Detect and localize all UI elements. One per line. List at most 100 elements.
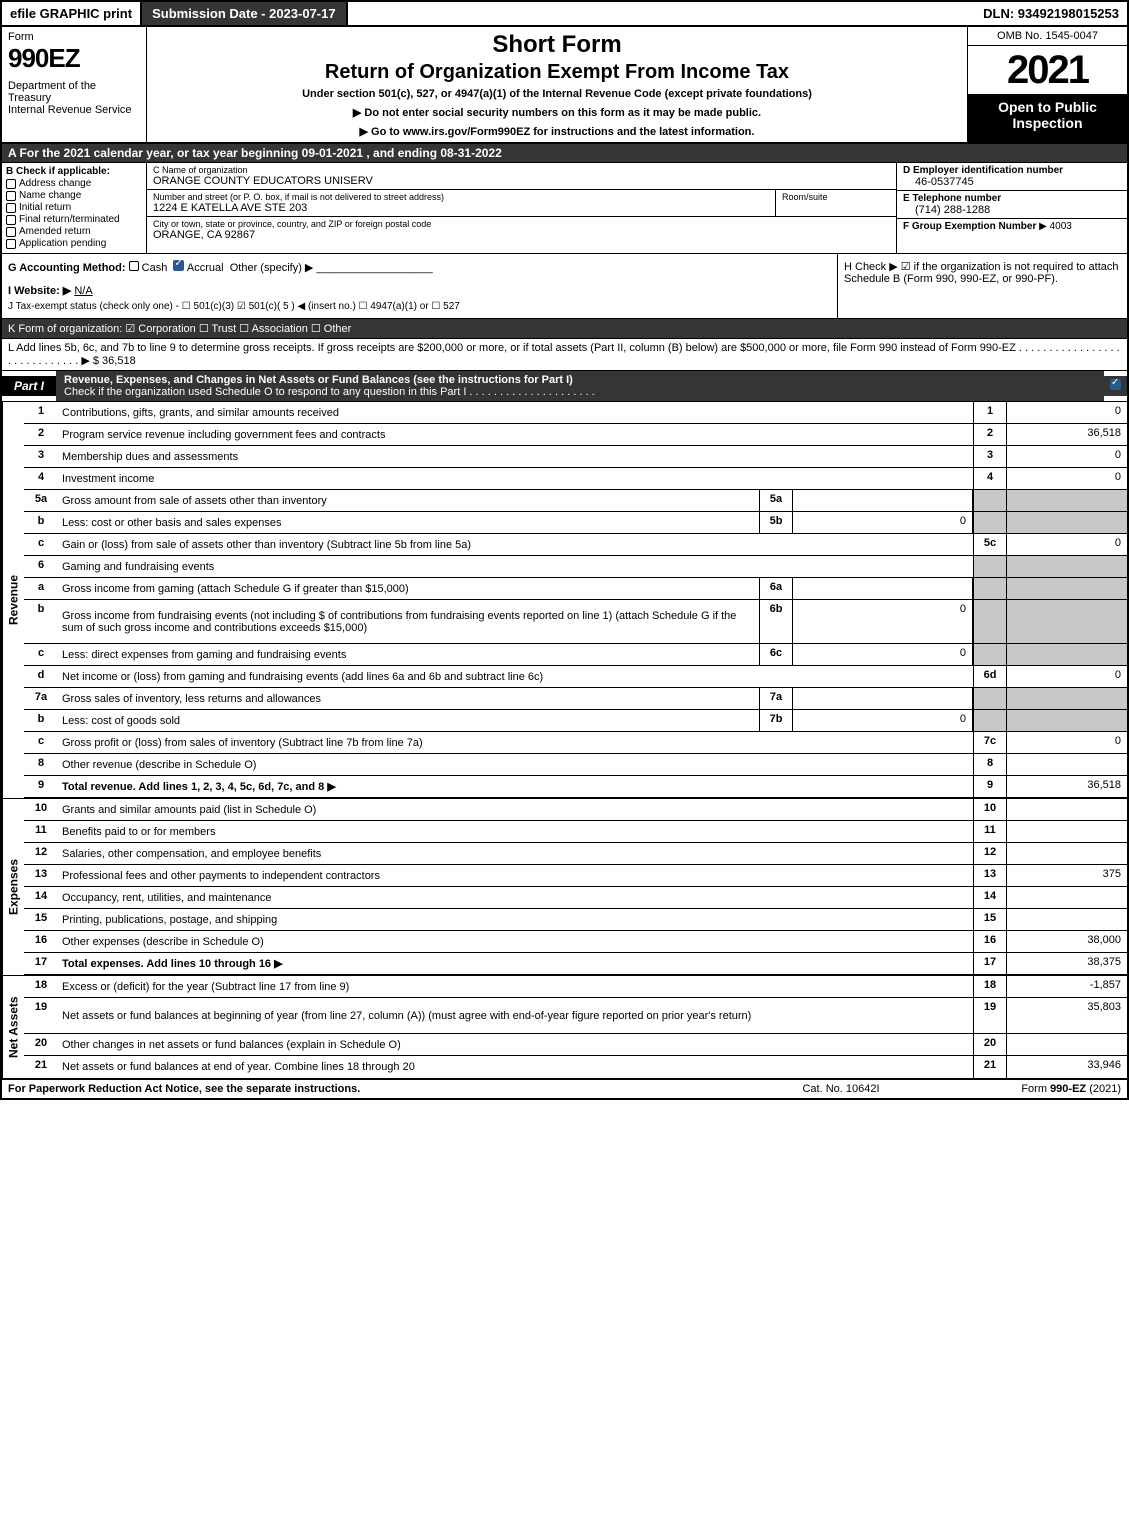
line-rval bbox=[1007, 1034, 1127, 1055]
sub-label: 6a bbox=[759, 578, 793, 599]
line-rnum-shaded bbox=[973, 710, 1007, 731]
street-row: Number and street (or P. O. box, if mail… bbox=[147, 190, 896, 217]
checkbox-name-change[interactable]: Name change bbox=[6, 190, 142, 201]
line-rval-shaded bbox=[1007, 512, 1127, 533]
net-assets-table: 18 Excess or (deficit) for the year (Sub… bbox=[24, 976, 1127, 1078]
efile-print-label[interactable]: efile GRAPHIC print bbox=[2, 2, 142, 25]
part-1-header: Part I Revenue, Expenses, and Changes in… bbox=[0, 371, 1129, 402]
line-rval bbox=[1007, 887, 1127, 908]
line-12: 12 Salaries, other compensation, and emp… bbox=[24, 843, 1127, 865]
org-name-row: C Name of organization ORANGE COUNTY EDU… bbox=[147, 163, 896, 190]
line-15: 15 Printing, publications, postage, and … bbox=[24, 909, 1127, 931]
city-value: ORANGE, CA 92867 bbox=[153, 229, 890, 241]
line-rnum: 15 bbox=[973, 909, 1007, 930]
info-grid: B Check if applicable: Address change Na… bbox=[0, 163, 1129, 254]
checkbox-address-change[interactable]: Address change bbox=[6, 178, 142, 189]
line-rnum: 20 bbox=[973, 1034, 1007, 1055]
sub-label: 7a bbox=[759, 688, 793, 709]
line-num: a bbox=[24, 578, 58, 599]
instruction-link[interactable]: ▶ Go to www.irs.gov/Form990EZ for instru… bbox=[153, 125, 961, 138]
street-cell: Number and street (or P. O. box, if mail… bbox=[147, 190, 776, 216]
line-1: 1 Contributions, gifts, grants, and simi… bbox=[24, 402, 1127, 424]
line-rnum: 4 bbox=[973, 468, 1007, 489]
phone-value: (714) 288-1288 bbox=[903, 204, 1121, 216]
line-num: 3 bbox=[24, 446, 58, 467]
sub-label: 5b bbox=[759, 512, 793, 533]
title-return: Return of Organization Exempt From Incom… bbox=[153, 61, 961, 84]
tax-exempt-status: J Tax-exempt status (check only one) - ☐… bbox=[8, 301, 831, 312]
checkbox-initial-return[interactable]: Initial return bbox=[6, 202, 142, 213]
line-13: 13 Professional fees and other payments … bbox=[24, 865, 1127, 887]
line-rnum: 17 bbox=[973, 953, 1007, 974]
checkbox-application-pending[interactable]: Application pending bbox=[6, 238, 142, 249]
line-17: 17 Total expenses. Add lines 10 through … bbox=[24, 953, 1127, 975]
line-7a: 7a Gross sales of inventory, less return… bbox=[24, 688, 1127, 710]
line-20: 20 Other changes in net assets or fund b… bbox=[24, 1034, 1127, 1056]
line-num: 7a bbox=[24, 688, 58, 709]
checkbox-icon bbox=[129, 261, 139, 271]
instruction-ssn: ▶ Do not enter social security numbers o… bbox=[153, 106, 961, 119]
line-num: 10 bbox=[24, 799, 58, 820]
ein-value: 46-0537745 bbox=[903, 176, 1121, 188]
sub-val: 0 bbox=[793, 644, 973, 665]
line-rval bbox=[1007, 799, 1127, 820]
line-rval: 375 bbox=[1007, 865, 1127, 886]
line-rval bbox=[1007, 821, 1127, 842]
schedule-b-check: H Check ▶ ☑ if the organization is not r… bbox=[844, 261, 1119, 285]
line-desc: Total expenses. Add lines 10 through 16 … bbox=[58, 953, 973, 974]
line-rnum: 19 bbox=[973, 998, 1007, 1033]
line-desc: Benefits paid to or for members bbox=[58, 821, 973, 842]
line-num: 6 bbox=[24, 556, 58, 577]
checkbox-final-return[interactable]: Final return/terminated bbox=[6, 214, 142, 225]
revenue-vtab: Revenue bbox=[2, 402, 24, 798]
line-rval: 0 bbox=[1007, 732, 1127, 753]
line-desc: Gross income from gaming (attach Schedul… bbox=[58, 578, 759, 599]
expenses-table: 10 Grants and similar amounts paid (list… bbox=[24, 799, 1127, 975]
line-10: 10 Grants and similar amounts paid (list… bbox=[24, 799, 1127, 821]
line-rnum-shaded bbox=[973, 578, 1007, 599]
line-desc: Other changes in net assets or fund bala… bbox=[58, 1034, 973, 1055]
line-rnum: 9 bbox=[973, 776, 1007, 797]
form-header: Form 990EZ Department of the Treasury In… bbox=[0, 27, 1129, 144]
line-rnum: 13 bbox=[973, 865, 1007, 886]
dln-number: DLN: 93492198015253 bbox=[975, 2, 1127, 25]
line-rval-shaded bbox=[1007, 578, 1127, 599]
section-def: D Employer identification number 46-0537… bbox=[897, 163, 1127, 253]
checkbox-icon bbox=[6, 215, 16, 225]
line-desc: Total revenue. Add lines 1, 2, 3, 4, 5c,… bbox=[58, 776, 973, 797]
org-name-label: C Name of organization bbox=[153, 165, 890, 175]
line-rval: 35,803 bbox=[1007, 998, 1127, 1033]
page-footer: For Paperwork Reduction Act Notice, see … bbox=[0, 1079, 1129, 1100]
submission-date: Submission Date - 2023-07-17 bbox=[142, 2, 348, 25]
room-label: Room/suite bbox=[782, 192, 890, 202]
checkbox-icon bbox=[6, 203, 16, 213]
room-cell: Room/suite bbox=[776, 190, 896, 216]
line-num: 12 bbox=[24, 843, 58, 864]
phone-row: E Telephone number (714) 288-1288 bbox=[897, 191, 1127, 219]
checkbox-amended-return[interactable]: Amended return bbox=[6, 226, 142, 237]
line-num: 9 bbox=[24, 776, 58, 797]
line-num: 1 bbox=[24, 402, 58, 423]
line-6d: d Net income or (loss) from gaming and f… bbox=[24, 666, 1127, 688]
line-desc: Net income or (loss) from gaming and fun… bbox=[58, 666, 973, 687]
footer-right: Form 990-EZ (2021) bbox=[941, 1083, 1121, 1095]
header-center: Short Form Return of Organization Exempt… bbox=[147, 27, 967, 142]
line-3: 3 Membership dues and assessments 3 0 bbox=[24, 446, 1127, 468]
sub-label: 6c bbox=[759, 644, 793, 665]
line-rnum: 8 bbox=[973, 754, 1007, 775]
line-desc: Less: cost of goods sold bbox=[58, 710, 759, 731]
line-num: 5a bbox=[24, 490, 58, 511]
row-gh: G Accounting Method: Cash Accrual Other … bbox=[0, 254, 1129, 319]
net-assets-vtab: Net Assets bbox=[2, 976, 24, 1078]
line-desc: Salaries, other compensation, and employ… bbox=[58, 843, 973, 864]
part-1-checkbox[interactable] bbox=[1104, 376, 1127, 396]
tax-year: 2021 bbox=[968, 46, 1127, 95]
line-21: 21 Net assets or fund balances at end of… bbox=[24, 1056, 1127, 1078]
line-num: 18 bbox=[24, 976, 58, 997]
row-l: L Add lines 5b, 6c, and 7b to line 9 to … bbox=[0, 339, 1129, 371]
checkbox-icon bbox=[6, 239, 16, 249]
line-6a: a Gross income from gaming (attach Sched… bbox=[24, 578, 1127, 600]
checkbox-icon bbox=[6, 179, 16, 189]
line-rnum: 16 bbox=[973, 931, 1007, 952]
line-rval-shaded bbox=[1007, 644, 1127, 665]
